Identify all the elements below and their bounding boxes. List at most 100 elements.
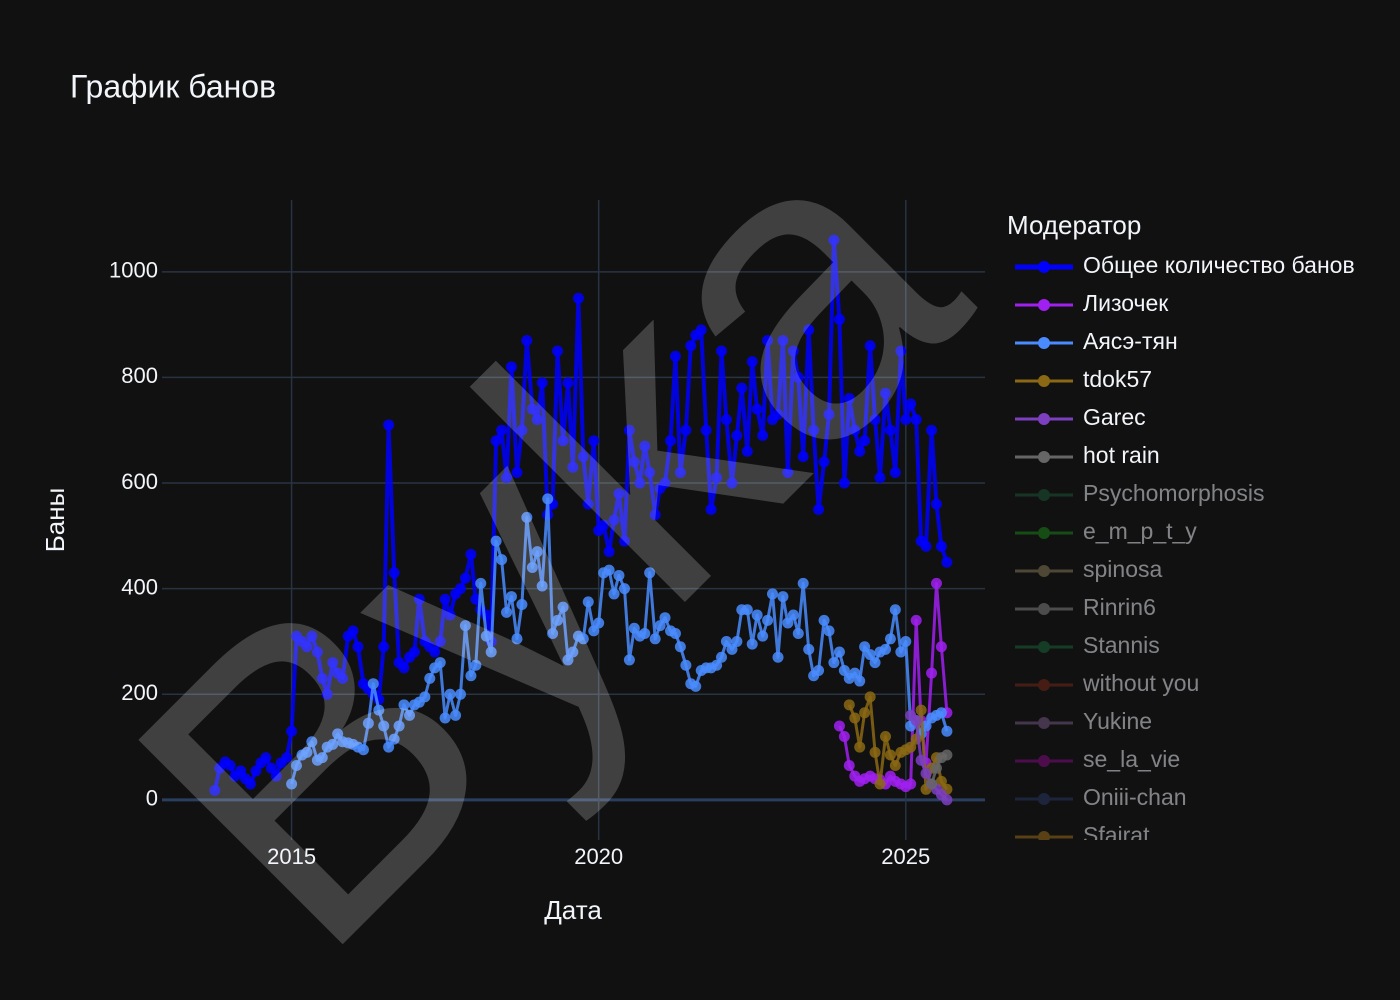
data-point	[516, 424, 528, 436]
legend-item[interactable]: Sfairat	[1015, 822, 1150, 848]
legend-label: Общее количество банов	[1083, 252, 1355, 278]
x-axis-label: Дата	[544, 895, 602, 925]
data-point	[935, 641, 947, 653]
data-point	[792, 628, 804, 640]
data-point	[665, 435, 677, 447]
data-point	[209, 784, 221, 796]
data-point	[301, 746, 313, 758]
data-point	[603, 546, 615, 558]
data-point	[859, 435, 871, 447]
data-point	[726, 643, 738, 655]
legend-item[interactable]: hot rain	[1015, 442, 1160, 468]
legend-label: Лизочек	[1083, 290, 1169, 316]
data-point	[674, 466, 686, 478]
legend-item[interactable]: Oniii-chan	[1015, 784, 1187, 810]
data-point	[889, 760, 901, 772]
data-point	[777, 591, 789, 603]
data-point	[454, 688, 466, 700]
legend-label: Yukine	[1083, 708, 1152, 734]
data-point	[444, 609, 456, 621]
data-point	[618, 535, 630, 547]
data-point	[787, 609, 799, 621]
legend-item[interactable]: tdok57	[1015, 366, 1152, 392]
data-point	[613, 488, 625, 500]
data-point	[413, 593, 425, 605]
legend-item[interactable]: spinosa	[1015, 556, 1162, 582]
data-point	[828, 234, 840, 246]
data-point	[900, 414, 912, 426]
data-point	[644, 567, 656, 579]
data-point	[628, 456, 640, 468]
data-point	[316, 752, 328, 764]
data-point	[301, 641, 313, 653]
legend-item[interactable]: without you	[1015, 670, 1199, 696]
data-point	[874, 778, 886, 790]
data-point	[408, 646, 420, 658]
data-point	[941, 556, 953, 568]
data-point	[685, 340, 697, 352]
legend-marker	[1038, 679, 1050, 691]
data-point	[797, 577, 809, 589]
data-point	[731, 430, 743, 442]
data-point	[926, 667, 938, 679]
data-point	[823, 408, 835, 420]
data-point	[926, 424, 938, 436]
data-point	[450, 709, 462, 721]
data-point	[864, 691, 876, 703]
data-point	[388, 733, 400, 745]
data-point	[250, 765, 262, 777]
data-point	[465, 670, 477, 682]
legend-label: se_la_vie	[1083, 746, 1180, 772]
legend-item[interactable]: se_la_vie	[1015, 746, 1180, 772]
legend-item[interactable]: Общее количество банов	[1015, 252, 1355, 278]
data-point	[910, 414, 922, 426]
data-point	[639, 440, 651, 452]
data-point	[920, 767, 932, 779]
data-point	[608, 514, 620, 526]
data-point	[582, 498, 594, 510]
data-point	[792, 371, 804, 383]
data-point	[501, 606, 513, 618]
data-point	[910, 715, 922, 727]
data-point	[720, 414, 732, 426]
data-point	[803, 643, 815, 655]
data-point	[818, 456, 830, 468]
data-point	[613, 569, 625, 581]
legend-item[interactable]: Psychomorphosis	[1015, 480, 1265, 506]
data-point	[828, 657, 840, 669]
data-point	[726, 477, 738, 489]
legend-item[interactable]: Yukine	[1015, 708, 1152, 734]
data-point	[511, 466, 523, 478]
data-point	[757, 630, 769, 642]
legend-item[interactable]: Аясэ-тян	[1015, 328, 1178, 354]
legend-marker	[1038, 565, 1050, 577]
plot-area	[209, 234, 953, 806]
data-point	[547, 628, 559, 640]
data-point	[398, 662, 410, 674]
data-point	[347, 625, 359, 637]
data-point	[854, 741, 866, 753]
data-point	[869, 657, 881, 669]
data-point	[915, 754, 927, 766]
legend-item[interactable]: Лизочек	[1015, 290, 1169, 316]
legend-marker	[1038, 413, 1050, 425]
data-point	[874, 472, 886, 484]
legend-item[interactable]: e_m_p_t_y	[1015, 518, 1197, 544]
data-point	[516, 598, 528, 610]
data-point	[531, 546, 543, 558]
legend-item[interactable]: Rinrin6	[1015, 594, 1156, 620]
x-tick-label: 2020	[574, 844, 623, 869]
data-point	[260, 752, 272, 764]
legend-marker	[1038, 299, 1050, 311]
data-point	[459, 620, 471, 632]
data-point	[649, 509, 661, 521]
data-point	[618, 583, 630, 595]
legend-item[interactable]: Garec	[1015, 404, 1146, 430]
data-point	[270, 770, 282, 782]
legend-item[interactable]: Stannis	[1015, 632, 1160, 658]
data-point	[383, 741, 395, 753]
data-point	[659, 612, 671, 624]
data-point	[910, 614, 922, 626]
